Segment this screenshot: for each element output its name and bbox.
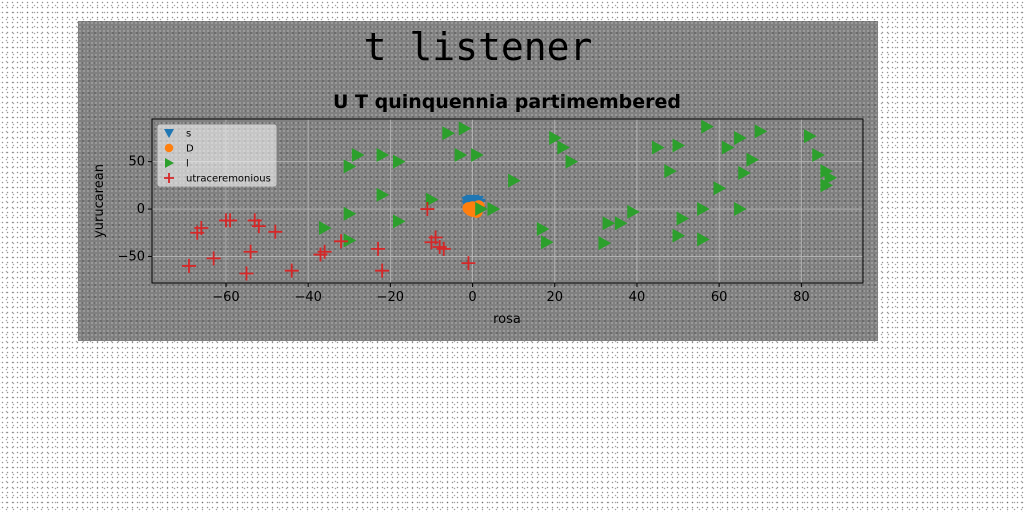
data-point (598, 236, 612, 251)
data-point (536, 221, 550, 236)
legend-label: l (186, 159, 189, 170)
data-point (317, 244, 332, 259)
y-tick-label: 50 (128, 155, 145, 170)
legend: sDl utraceremonious (157, 124, 277, 187)
data-point (376, 187, 390, 202)
x-tick-label: 80 (793, 290, 810, 305)
data-point (734, 202, 747, 217)
legend-marker (164, 173, 174, 183)
data-point (697, 232, 710, 247)
data-point (243, 244, 258, 259)
legend-label: utraceremonious (186, 174, 271, 185)
data-point (602, 216, 616, 231)
data-point (824, 170, 838, 185)
x-axis-label: rosa (493, 312, 521, 327)
data-point (672, 138, 686, 153)
legend-marker (164, 129, 174, 138)
legend-marker (165, 158, 174, 168)
data-point (268, 224, 283, 239)
axis-ticks: −60 −40 −20 0 20 40 60 80 −50 0 50 (118, 155, 810, 305)
data-point (458, 121, 472, 136)
figure: t listener U T quinquennia partimembered… (78, 21, 878, 341)
data-point (614, 216, 628, 231)
x-tick-label: −20 (377, 290, 404, 305)
data-marks (181, 119, 838, 281)
data-point (319, 221, 332, 236)
data-point (454, 148, 468, 163)
legend-box (157, 124, 277, 187)
data-point (746, 152, 760, 167)
data-point (181, 258, 196, 273)
y-tick-label: 0 (137, 202, 145, 217)
x-tick-label: 0 (468, 290, 476, 305)
scatter-chart: t listener U T quinquennia partimembered… (92, 25, 864, 327)
data-point (557, 140, 570, 155)
data-point (425, 192, 439, 207)
data-point (803, 129, 817, 144)
series-utraceremonious (181, 202, 476, 281)
legend-marker (164, 143, 174, 153)
data-point (701, 119, 714, 134)
data-point (239, 266, 254, 281)
data-point (343, 159, 357, 174)
data-point (487, 202, 501, 217)
x-tick-label: −40 (294, 290, 321, 305)
data-point (738, 166, 751, 181)
data-point (651, 140, 665, 155)
data-point (471, 148, 484, 163)
data-point (820, 164, 834, 179)
data-point (508, 173, 521, 188)
data-point (251, 219, 266, 234)
data-point (206, 251, 221, 266)
data-point (713, 181, 727, 196)
data-point (475, 202, 488, 217)
y-tick-label: −50 (118, 249, 145, 264)
data-point (223, 213, 238, 228)
chart-title: U T quinquennia partimembered (333, 91, 681, 113)
data-point (334, 234, 349, 249)
data-point (375, 263, 390, 278)
legend-label: s (186, 129, 191, 140)
data-point (697, 202, 710, 217)
data-point (284, 263, 299, 278)
data-point (664, 164, 677, 179)
data-point (820, 178, 834, 193)
y-axis-label: yurucarean (92, 164, 107, 238)
plot-frame (151, 118, 864, 284)
x-tick-label: 40 (629, 290, 646, 305)
data-point (812, 148, 825, 163)
legend-label: D (186, 144, 194, 155)
data-point (420, 202, 435, 217)
data-point (676, 211, 690, 226)
x-tick-label: −60 (212, 290, 239, 305)
data-point (343, 206, 357, 221)
data-point (565, 154, 579, 169)
data-point (549, 130, 562, 145)
data-point (351, 148, 365, 163)
data-point (721, 140, 735, 155)
data-point (442, 126, 455, 141)
data-point (540, 235, 554, 250)
chart-suptitle: t listener (364, 25, 593, 69)
x-tick-label: 20 (546, 290, 563, 305)
data-point (754, 124, 768, 139)
data-point (376, 148, 390, 163)
data-point (461, 256, 476, 271)
x-tick-label: 60 (711, 290, 728, 305)
data-point (436, 241, 451, 256)
data-point (343, 233, 357, 248)
data-point (428, 230, 443, 245)
data-point (392, 154, 406, 169)
data-point (627, 204, 640, 219)
data-point (392, 214, 406, 229)
data-point (734, 130, 747, 145)
series-l (319, 119, 838, 251)
data-point (371, 241, 386, 256)
data-point (194, 221, 209, 236)
data-point (672, 228, 686, 243)
